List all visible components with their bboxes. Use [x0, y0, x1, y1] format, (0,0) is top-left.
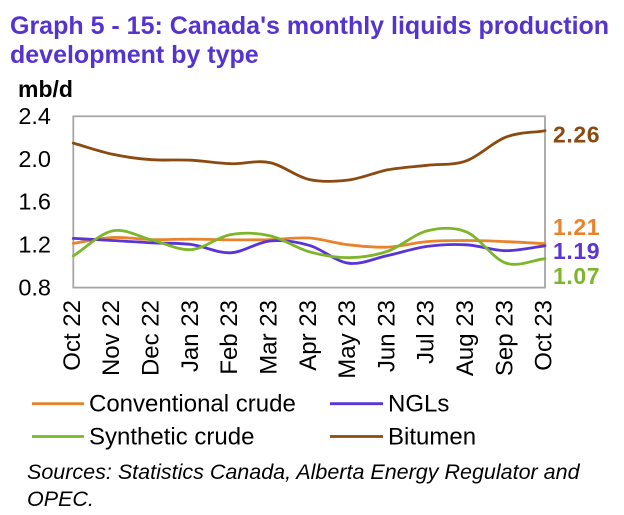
svg-text:Synthetic crude: Synthetic crude [89, 424, 254, 451]
svg-text:2.0: 2.0 [18, 146, 51, 172]
svg-text:Oct 23: Oct 23 [531, 300, 558, 371]
svg-text:2.4: 2.4 [18, 103, 51, 129]
svg-text:Jun 23: Jun 23 [373, 300, 400, 372]
svg-text:1.2: 1.2 [18, 232, 51, 258]
svg-text:Sep 23: Sep 23 [491, 300, 518, 376]
svg-text:NGLs: NGLs [388, 391, 449, 418]
svg-text:0.8: 0.8 [18, 274, 51, 300]
svg-text:Feb 23: Feb 23 [216, 300, 243, 375]
svg-text:2.26: 2.26 [553, 122, 600, 148]
svg-text:1.6: 1.6 [18, 189, 51, 215]
svg-text:1.07: 1.07 [553, 263, 600, 289]
svg-text:Jan 23: Jan 23 [177, 300, 204, 372]
svg-text:Mar 23: Mar 23 [255, 300, 282, 375]
svg-text:Aug 23: Aug 23 [452, 300, 479, 376]
svg-text:Oct 22: Oct 22 [59, 300, 86, 371]
svg-text:Nov 22: Nov 22 [98, 300, 125, 376]
svg-text:1.21: 1.21 [553, 214, 600, 240]
svg-text:Conventional crude: Conventional crude [89, 391, 296, 418]
svg-text:May 23: May 23 [334, 300, 361, 379]
svg-text:Dec 22: Dec 22 [138, 300, 165, 376]
svg-text:Bitumen: Bitumen [388, 424, 476, 451]
svg-text:Jul 23: Jul 23 [413, 300, 440, 364]
svg-text:1.19: 1.19 [553, 238, 600, 264]
svg-text:Apr 23: Apr 23 [295, 300, 322, 371]
